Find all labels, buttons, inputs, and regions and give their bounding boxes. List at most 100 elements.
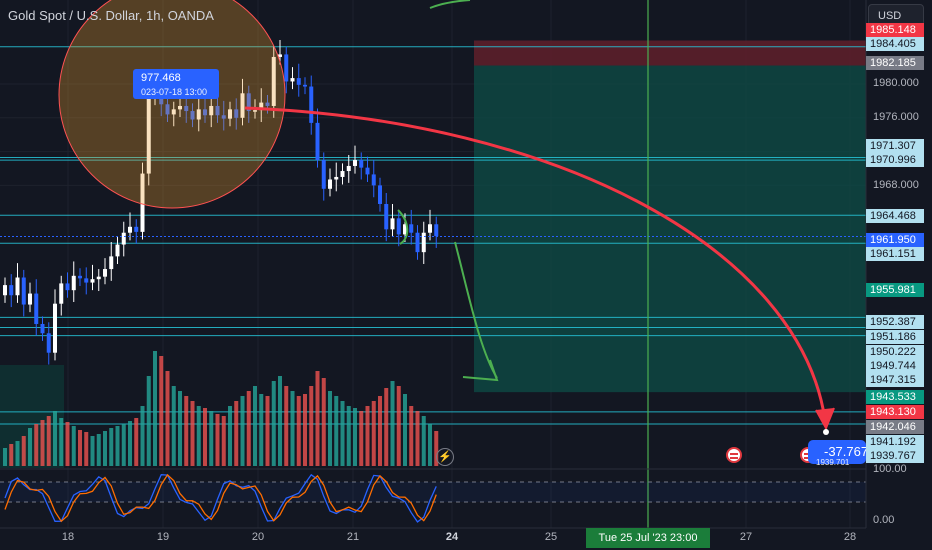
bubble-value: -37.767 (824, 444, 869, 459)
candle-body (315, 122, 320, 161)
candle-body (359, 160, 364, 168)
volume-bar (9, 444, 14, 466)
volume-bar (78, 430, 82, 466)
trend-arrowhead (462, 359, 499, 382)
price-level-label: 1984.405 (866, 37, 924, 51)
candle-body (78, 275, 82, 279)
projection-arrowhead (815, 407, 835, 431)
volume-bar (3, 448, 7, 466)
volume-bar (409, 406, 414, 466)
candle-body (346, 165, 351, 172)
candle-body (171, 109, 176, 115)
volume-bar (434, 431, 439, 466)
time-axis-tick: 19 (156, 531, 170, 543)
price-level-label: 1947.315 (866, 373, 924, 387)
candle-body (271, 56, 276, 106)
time-axis-tick: 18 (61, 531, 75, 543)
volume-bar (309, 386, 314, 466)
highlight-circle (58, 0, 286, 209)
candle-body (65, 283, 70, 291)
volume-bar (384, 388, 389, 466)
candle-body (340, 171, 345, 177)
trend-mark (397, 209, 409, 245)
volume-bar (121, 424, 126, 466)
volume-bar (234, 401, 239, 466)
volume-bar (403, 394, 407, 466)
time-cursor-label: Tue 25 Jul '23 23:00 (586, 528, 710, 548)
target-zone (474, 65, 866, 393)
volume-bar (165, 371, 170, 466)
candle-body (384, 203, 389, 230)
volume-bar (215, 414, 220, 466)
candle-body (409, 224, 414, 233)
candle-body (128, 226, 132, 233)
volume-bar (15, 441, 20, 466)
volume-bar (246, 391, 251, 466)
price-level-label: 1970.996 (866, 153, 924, 167)
volume-bar (278, 376, 282, 466)
candle-body (109, 256, 114, 270)
candle-body (353, 160, 357, 166)
volume-bar (171, 386, 176, 466)
lightning-icon[interactable]: ⚡ (436, 448, 454, 466)
volume-bar (321, 378, 326, 466)
volume-bar (378, 396, 382, 466)
volume-bar (340, 401, 345, 466)
candle-body (296, 78, 301, 85)
time-axis-tick: 20 (251, 531, 265, 543)
candle-body (290, 78, 295, 82)
price-level-label: 1942.046 (866, 420, 924, 434)
candle-body (415, 232, 420, 253)
price-level-label: 1982.185 (866, 56, 924, 70)
candle-body (215, 105, 220, 116)
candle-body (309, 86, 314, 123)
candle-body (121, 232, 126, 245)
candle-body (178, 105, 182, 110)
time-axis-tick: 21 (346, 531, 360, 543)
volume-bar (359, 411, 364, 466)
candle-body (365, 167, 370, 175)
time-axis-tick: 25 (544, 531, 558, 543)
volume-bar (328, 391, 332, 466)
candle-body (240, 93, 245, 118)
trend-arrow (454, 241, 498, 379)
candle-body (221, 115, 226, 119)
price-level-label: 1961.950 (866, 233, 924, 247)
candle-body (184, 105, 189, 112)
candle-body (96, 276, 101, 280)
volume-bar (284, 386, 289, 466)
volume-bar (21, 436, 26, 466)
volume-bar (346, 406, 351, 466)
volume-bar (115, 426, 120, 466)
volume-bar (203, 408, 207, 466)
volume-bar (84, 432, 89, 466)
volume-bar (53, 411, 57, 466)
candle-body (378, 185, 382, 204)
candle-body (228, 109, 232, 119)
price-tooltip: 977.468 023-07-18 13:00 (133, 69, 219, 99)
volume-bar (190, 401, 195, 466)
candle-body (196, 109, 201, 120)
symbol-title: Gold Spot / U.S. Dollar, 1h, OANDA (8, 8, 214, 23)
candle-body (209, 105, 214, 116)
candle-body (321, 160, 326, 189)
candle-body (203, 109, 207, 116)
stoch-d-line (4, 473, 437, 523)
stop-zone (474, 40, 866, 66)
volume-bar (365, 406, 370, 466)
price-level-label: 1943.533 (866, 390, 924, 404)
tooltip-date: 023-07-18 13:00 (141, 87, 208, 97)
candle-body (115, 244, 120, 257)
volume-bar (184, 396, 189, 466)
volume-bar (421, 416, 426, 466)
candle-body (71, 275, 76, 291)
volume-bar (228, 406, 232, 466)
candle-body (15, 277, 20, 296)
candle-body (303, 84, 307, 87)
us-flag-icon[interactable] (726, 447, 742, 463)
candle-body (390, 218, 395, 230)
volume-bar (353, 408, 357, 466)
volume-bar (159, 356, 164, 466)
candle-body (190, 111, 195, 120)
